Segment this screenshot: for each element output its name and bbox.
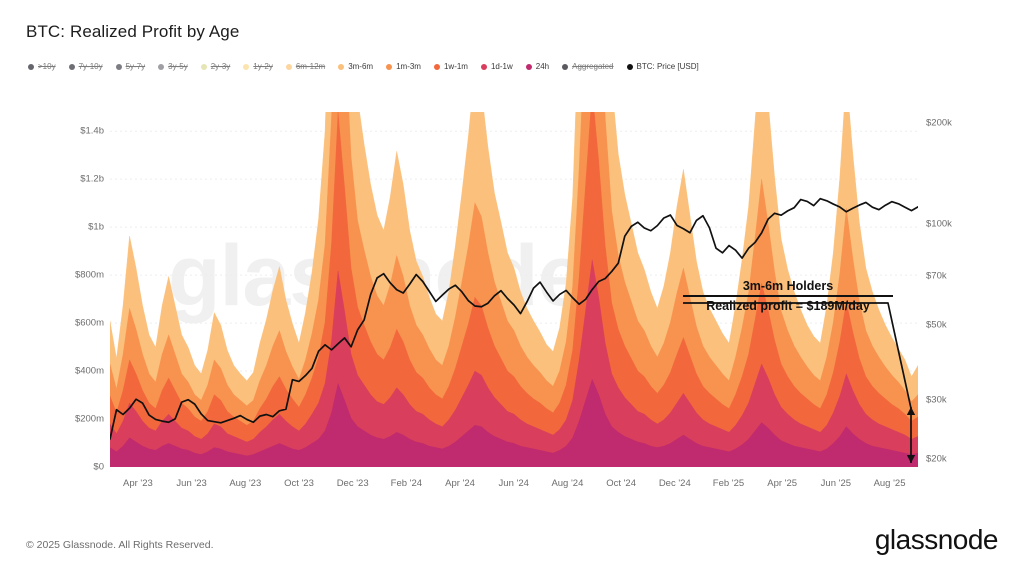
legend-swatch-icon (115, 64, 122, 70)
legend-item-label: 1d-1w (490, 62, 513, 71)
legend-item-1y-2y[interactable]: 1y-2y (243, 63, 273, 71)
legend-swatch-icon (525, 64, 532, 70)
plot-area (110, 112, 918, 467)
y-right-tick-label: $50k (926, 319, 947, 331)
x-axis-tick-label: Apr '25 (767, 478, 798, 489)
legend-item-label: 5y-7y (125, 62, 146, 71)
y-right-tick-label: $30k (926, 394, 947, 406)
x-axis-tick-label: Feb '25 (712, 478, 745, 489)
footer-copyright: © 2025 Glassnode. All Rights Reserved. (26, 539, 214, 551)
x-axis-tick-label: Jun '24 (498, 478, 529, 489)
x-axis-tick-label: Aug '24 (551, 478, 584, 489)
legend-item-5y-7y[interactable]: 5y-7y (115, 62, 146, 71)
legend-item-1m-3m[interactable]: 1m-3m (386, 63, 421, 71)
area-series-24h (110, 378, 918, 467)
x-axis-tick-label: Jun '23 (176, 478, 207, 489)
legend-swatch-icon (480, 64, 487, 70)
y-left-tick-label: $1.4b (80, 125, 104, 137)
legend-item-label: 3y-5y (168, 62, 188, 71)
legend-swatch-icon (285, 64, 292, 70)
y-axis-left: $0 $200m $400m $600m $800m $1b $1.2b $1.4b (0, 0, 104, 576)
legend-item-3m-6m[interactable]: 3m-6m (338, 63, 373, 71)
legend-swatch-icon (562, 64, 569, 70)
x-axis-tick-label: Oct '24 (606, 478, 636, 489)
x-axis-tick-label: Apr '23 (123, 478, 153, 489)
x-axis: Apr '23 Jun '23 Aug '23 Oct '23 Dec '23 Feb '… (0, 478, 1024, 494)
legend-item-label: 1m-3m (396, 62, 421, 71)
y-left-tick-label: $1b (88, 221, 104, 233)
legend-swatch-icon (200, 64, 207, 70)
x-axis-tick-label: Oct '23 (284, 478, 314, 489)
legend-swatch-icon (243, 64, 250, 70)
legend-item-24h[interactable]: 24h (525, 62, 550, 71)
legend-item-1w-1m[interactable]: 1w-1m (433, 62, 468, 71)
legend-item-label: 24h (535, 62, 550, 71)
chart-legend: >10y 7y-10y 5y-7y 3y-5y 2y-3y 1y-2y 6m-12m 3m-6… (28, 63, 712, 71)
legend-item-6m-12m[interactable]: 6m-12m (285, 62, 326, 71)
legend-swatch-icon (338, 64, 345, 70)
y-left-tick-label: $400m (74, 365, 104, 377)
legend-item-2y-3y[interactable]: 2y-3y (200, 62, 231, 71)
measure-arrow-head-top (906, 407, 916, 415)
legend-item-aggregated[interactable]: Aggregated (562, 62, 614, 71)
annotation-leader-line (683, 302, 913, 414)
legend-item-label: Aggregated (572, 62, 614, 71)
legend-item-label: 6m-12m (295, 62, 326, 71)
legend-item-label: 1w-1m (443, 62, 468, 71)
legend-item-label: BTC: Price [USD] (636, 62, 699, 71)
y-right-tick-label: $20k (926, 453, 947, 465)
legend-swatch-icon (28, 64, 34, 70)
legend-item-3y-5y[interactable]: 3y-5y (158, 63, 188, 71)
x-axis-tick-label: Feb '24 (390, 478, 423, 489)
y-left-tick-label: $1.2b (80, 173, 104, 185)
legend-swatch-icon (626, 64, 633, 70)
legend-item-10y[interactable]: >10y (28, 63, 56, 71)
y-right-tick-label: $200k (926, 117, 952, 129)
area-series-1w-1m (110, 112, 918, 467)
x-axis-tick-label: Dec '23 (336, 478, 369, 489)
legend-item-7y-10y[interactable]: 7y-10y (68, 62, 103, 71)
legend-item-label: 2y-3y (210, 62, 231, 71)
y-left-tick-label: $0 (93, 461, 104, 473)
glassnode-logo: glassnode (874, 524, 999, 555)
x-axis-tick-label: Apr '24 (445, 478, 475, 489)
x-axis-tick-label: Aug '25 (873, 478, 906, 489)
legend-swatch-icon (68, 64, 75, 70)
legend-item-label: 3m-6m (348, 62, 374, 71)
legend-item-label: >10y (38, 62, 56, 71)
y-right-tick-label: $100k (926, 218, 952, 230)
y-left-tick-label: $600m (74, 317, 104, 329)
x-axis-tick-label: Aug '23 (229, 478, 262, 489)
legend-swatch-icon (433, 64, 440, 70)
chart-svg (110, 112, 918, 467)
x-axis-tick-label: Dec '24 (658, 478, 691, 489)
y-axis-right: $20k $30k $50k $70k $100k $200k (926, 0, 1016, 576)
page-title: BTC: Realized Profit by Age (26, 22, 240, 41)
legend-swatch-icon (386, 64, 393, 70)
y-left-tick-label: $800m (74, 269, 104, 281)
area-series-1d-1w (110, 259, 918, 467)
legend-item-label: 7y-10y (78, 62, 103, 71)
btc-price-line (110, 197, 918, 440)
measure-arrow-head-bottom (906, 455, 916, 463)
legend-item-label: 1y-2y (253, 62, 273, 71)
y-right-tick-label: $70k (926, 270, 947, 282)
y-left-tick-label: $200m (74, 413, 104, 425)
legend-item-btc-price-usd[interactable]: BTC: Price [USD] (626, 62, 699, 71)
x-axis-tick-label: Jun '25 (820, 478, 852, 489)
legend-swatch-icon (158, 64, 165, 70)
legend-item-1d-1w[interactable]: 1d-1w (480, 62, 513, 71)
